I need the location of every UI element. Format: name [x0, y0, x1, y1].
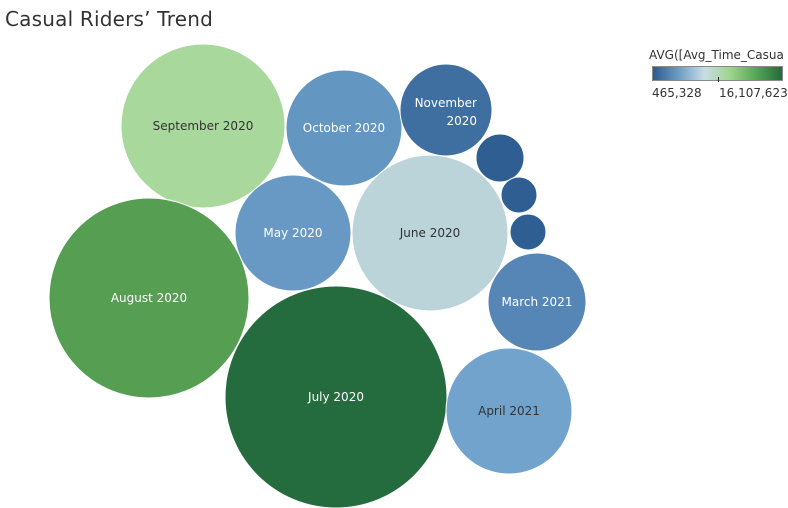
bubble-label-august-2020: August 2020 [111, 291, 187, 305]
legend-color-ramp [652, 66, 783, 81]
bubble-may-2020[interactable] [234, 174, 352, 292]
legend-min-label: 465,328 [652, 86, 702, 100]
bubble-label-september-2020: September 2020 [153, 119, 254, 133]
bubble-label-april-2021: April 2021 [478, 404, 540, 418]
bubble-label-july-2020: July 2020 [307, 390, 364, 404]
bubble-label-may-2020: May 2020 [263, 226, 322, 240]
bubble-april-2021[interactable] [445, 347, 573, 475]
bubble-november-2020[interactable] [399, 63, 493, 157]
bubble-label-november-2020: November 2020 [415, 96, 477, 128]
bubble-july-2020[interactable] [224, 285, 448, 508]
bubble-june-2020[interactable] [351, 154, 509, 312]
bubble-unlabeled-3[interactable] [475, 133, 525, 183]
bubble-label-october-2020: October 2020 [303, 121, 385, 135]
bubble-october-2020[interactable] [285, 69, 403, 187]
legend-max-label: 16,107,623 [719, 86, 788, 100]
bubble-unlabeled-5[interactable] [509, 213, 547, 251]
bubble-label-march-2021: March 2021 [502, 295, 573, 309]
bubble-label-june-2020: June 2020 [399, 226, 461, 240]
bubble-unlabeled-4[interactable] [500, 176, 538, 214]
bubble-september-2020[interactable] [120, 43, 286, 209]
bubble-march-2021[interactable] [487, 252, 587, 352]
chart-title: Casual Riders’ Trend [5, 7, 214, 31]
bubble-august-2020[interactable] [48, 197, 250, 399]
legend-title: AVG([Avg_Time_Casua.. [649, 48, 785, 62]
legend-marker [718, 77, 719, 82]
